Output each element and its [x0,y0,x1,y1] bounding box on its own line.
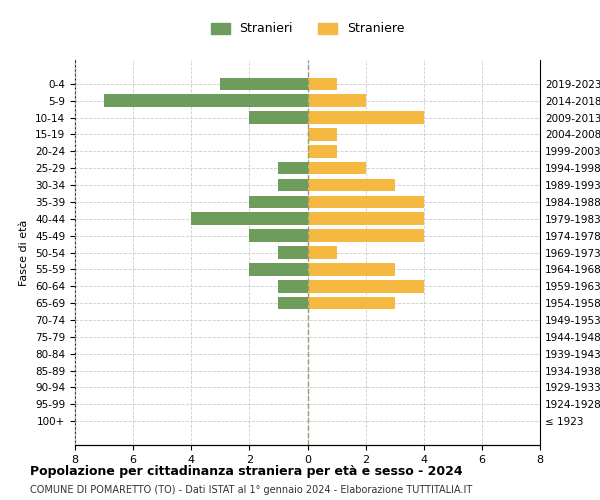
Bar [308,230,424,242]
Bar [278,280,308,292]
Bar [308,212,424,225]
Bar [104,94,308,107]
Bar [278,178,308,192]
Text: Popolazione per cittadinanza straniera per età e sesso - 2024: Popolazione per cittadinanza straniera p… [30,465,463,478]
Bar [308,297,395,310]
Bar [308,196,424,208]
Bar [308,280,424,292]
Bar [250,111,308,124]
Bar [191,212,308,225]
Bar [278,297,308,310]
Bar [308,128,337,141]
Bar [278,162,308,174]
Bar [220,78,308,90]
Bar [250,230,308,242]
Bar [308,145,337,158]
Bar [308,246,337,259]
Bar [308,94,365,107]
Y-axis label: Fasce di età: Fasce di età [19,220,29,286]
Bar [308,111,424,124]
Bar [308,263,395,276]
Bar [250,196,308,208]
Bar [250,263,308,276]
Bar [308,162,365,174]
Bar [308,178,395,192]
Bar [308,78,337,90]
Legend: Stranieri, Straniere: Stranieri, Straniere [205,16,410,42]
Bar [278,246,308,259]
Text: COMUNE DI POMARETTO (TO) - Dati ISTAT al 1° gennaio 2024 - Elaborazione TUTTITAL: COMUNE DI POMARETTO (TO) - Dati ISTAT al… [30,485,472,495]
